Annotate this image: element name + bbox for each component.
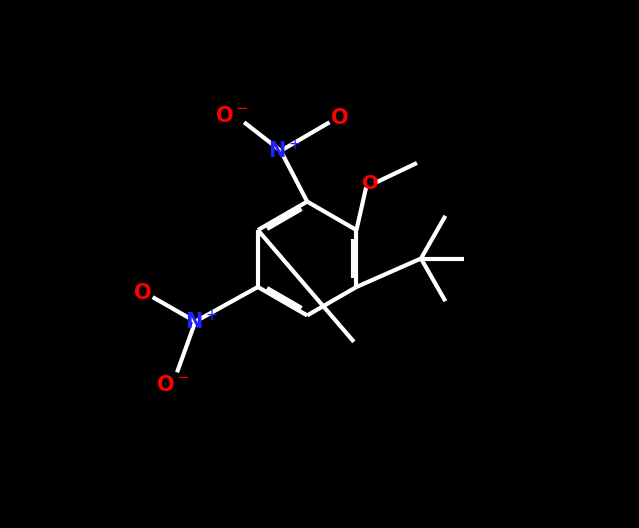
Text: O$^-$: O$^-$ xyxy=(156,374,190,394)
Text: O$^-$: O$^-$ xyxy=(215,106,249,126)
Text: N$^+$: N$^+$ xyxy=(268,139,302,163)
Text: O: O xyxy=(362,174,378,193)
Text: O: O xyxy=(134,283,151,303)
Text: N$^+$: N$^+$ xyxy=(185,310,218,333)
Text: O: O xyxy=(331,108,348,128)
